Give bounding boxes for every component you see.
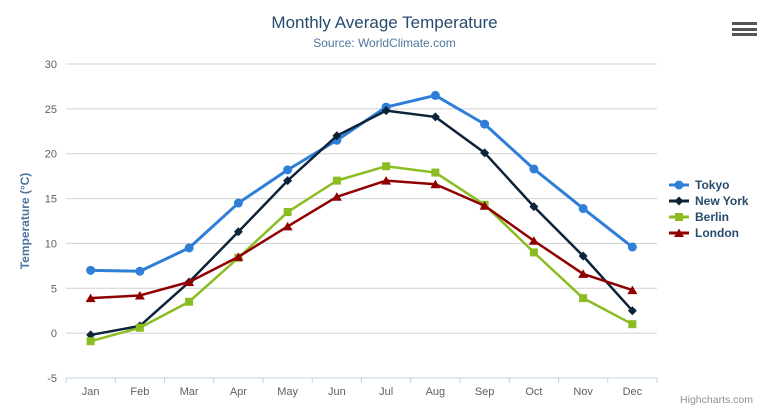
legend-item-london[interactable]: London xyxy=(668,225,749,241)
hamburger-bar xyxy=(732,33,757,36)
series-marker-berlin[interactable] xyxy=(86,337,95,346)
series-marker-berlin[interactable] xyxy=(628,320,637,329)
legend-label: Tokyo xyxy=(695,178,730,192)
series-marker-new-york[interactable] xyxy=(381,106,391,116)
y-axis-tick-label: 25 xyxy=(45,104,57,116)
series-marker-new-york[interactable] xyxy=(283,176,293,186)
series-marker-new-york[interactable] xyxy=(86,330,96,340)
series-marker-tokyo[interactable] xyxy=(480,119,490,129)
series-marker-london[interactable] xyxy=(528,236,539,245)
series-line-london xyxy=(89,179,634,300)
series-marker-new-york[interactable] xyxy=(233,227,243,237)
series-marker-new-york[interactable] xyxy=(578,251,588,261)
series-marker-london[interactable] xyxy=(627,285,638,295)
x-axis-label: Dec xyxy=(623,386,643,398)
series-marker-london[interactable] xyxy=(134,290,145,300)
series-line-new-york xyxy=(89,109,634,337)
legend-label: Berlin xyxy=(695,210,730,224)
series-marker-berlin[interactable] xyxy=(431,168,440,177)
x-axis-label: May xyxy=(277,386,298,398)
legend-marker-square-icon xyxy=(669,213,689,221)
series-marker-tokyo[interactable] xyxy=(529,164,539,174)
legend-marker-diamond-icon xyxy=(669,196,689,206)
series-marker-tokyo[interactable] xyxy=(627,242,637,252)
series-marker-tokyo[interactable] xyxy=(184,243,194,253)
series-marker-london[interactable] xyxy=(233,252,244,261)
series-marker-berlin[interactable] xyxy=(185,297,194,306)
legend: Tokyo New York Berlin London xyxy=(668,177,749,241)
y-axis-tick-label: 10 xyxy=(45,238,57,250)
series-marker-berlin[interactable] xyxy=(283,208,292,217)
legend-label: New York xyxy=(695,194,749,208)
legend-marker-triangle-icon xyxy=(669,228,689,237)
legend-item-tokyo[interactable]: Tokyo xyxy=(668,177,749,193)
y-axis-tick-label: 0 xyxy=(51,328,57,340)
x-axis-label: Sep xyxy=(475,386,495,398)
series-line-tokyo xyxy=(89,93,634,273)
series-marker-tokyo[interactable] xyxy=(135,266,145,276)
series-marker-tokyo[interactable] xyxy=(430,90,440,100)
series-marker-berlin[interactable] xyxy=(382,162,391,171)
y-axis-tick-label: 5 xyxy=(51,283,57,295)
legend-marker-symbol xyxy=(674,180,684,190)
series-marker-london[interactable] xyxy=(479,201,490,210)
series-marker-london[interactable] xyxy=(184,277,195,287)
x-axis-label: Jul xyxy=(379,386,393,398)
series-marker-london[interactable] xyxy=(85,293,96,303)
series-marker-new-york[interactable] xyxy=(332,131,342,141)
y-axis-title: Temperature (°C) xyxy=(18,172,32,270)
series-marker-tokyo[interactable] xyxy=(578,203,588,213)
series-marker-berlin[interactable] xyxy=(135,323,144,332)
series-marker-tokyo[interactable] xyxy=(283,165,293,175)
x-axis-label: Aug xyxy=(426,386,446,398)
series-marker-new-york[interactable] xyxy=(529,202,539,212)
legend-marker-circle-icon xyxy=(669,180,689,190)
x-axis-label: Apr xyxy=(230,386,247,398)
series-marker-new-york[interactable] xyxy=(430,112,440,122)
x-axis-label: Oct xyxy=(525,386,542,398)
legend-marker-symbol xyxy=(674,228,684,237)
legend-label: London xyxy=(695,226,739,240)
legend-item-new-york[interactable]: New York xyxy=(668,193,749,209)
series-marker-tokyo[interactable] xyxy=(86,265,96,275)
series-line-berlin xyxy=(89,165,634,343)
y-axis-tick-label: 30 xyxy=(45,59,57,71)
series-marker-london[interactable] xyxy=(430,179,441,189)
series-marker-tokyo[interactable] xyxy=(233,198,243,208)
highcharts-credit-link[interactable]: Highcharts.com xyxy=(680,394,753,406)
hamburger-menu-icon[interactable] xyxy=(732,22,757,36)
series-marker-london[interactable] xyxy=(331,192,342,201)
series-marker-new-york[interactable] xyxy=(480,148,490,158)
chart-title: Monthly Average Temperature xyxy=(271,13,498,32)
series-marker-berlin[interactable] xyxy=(579,294,588,303)
y-axis-tick-label: 20 xyxy=(45,149,57,161)
legend-marker-symbol xyxy=(674,196,684,206)
series-marker-berlin[interactable] xyxy=(332,176,341,185)
x-axis-label: Nov xyxy=(573,386,593,398)
chart-subtitle: Source: WorldClimate.com xyxy=(313,36,456,50)
x-axis-label: Jun xyxy=(328,386,346,398)
hamburger-bar xyxy=(732,22,757,25)
x-axis-label: Mar xyxy=(180,386,199,398)
series-marker-london[interactable] xyxy=(578,269,589,278)
y-axis-tick-label: -5 xyxy=(47,373,57,385)
series-marker-london[interactable] xyxy=(381,176,392,185)
y-axis-tick-label: 15 xyxy=(45,194,57,206)
x-axis-label: Jan xyxy=(82,386,100,398)
series-marker-new-york[interactable] xyxy=(627,306,637,316)
series-marker-berlin[interactable] xyxy=(529,248,538,257)
x-axis-label: Feb xyxy=(130,386,149,398)
legend-item-berlin[interactable]: Berlin xyxy=(668,209,749,225)
hamburger-bar xyxy=(732,27,757,31)
legend-marker-symbol xyxy=(675,213,683,221)
series-marker-london[interactable] xyxy=(282,221,293,231)
